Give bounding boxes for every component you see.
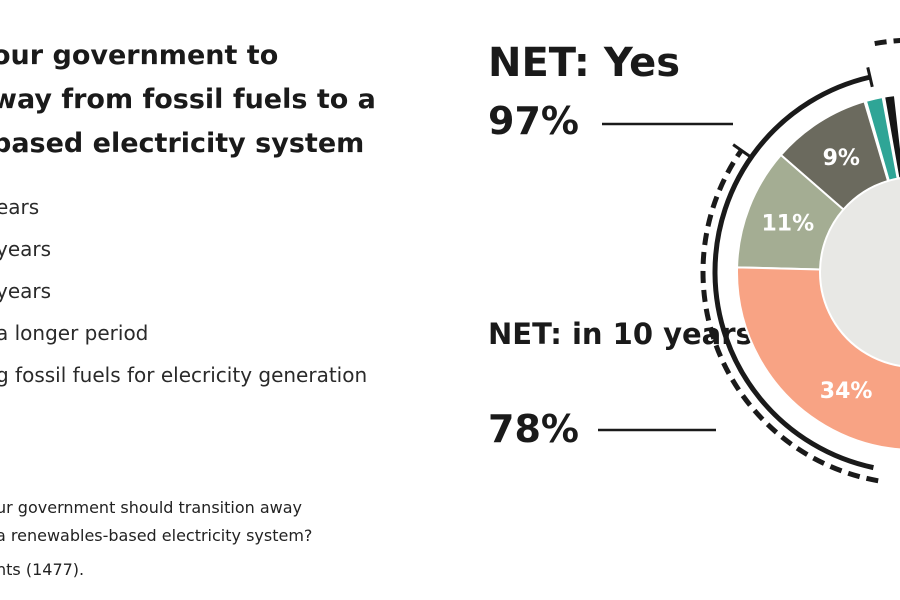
legend: ears years years a longer period g fossi… — [0, 190, 367, 400]
footnote-line: a renewables-based electricity system? — [0, 526, 313, 545]
title-line-1: our government to — [0, 40, 279, 71]
question-footnote: ur government should transition away a r… — [0, 494, 312, 550]
donut-center — [821, 179, 900, 365]
title-line-3: based electricity system — [0, 128, 365, 159]
donut-slice — [736, 266, 900, 451]
slice-value-label: 34% — [820, 379, 873, 404]
base-note: nts (1477). — [0, 560, 85, 579]
legend-item: a longer period — [0, 321, 149, 345]
slice-value-label: 11% — [761, 211, 814, 236]
legend-item: years — [0, 279, 52, 303]
chart-title: our government to way from fossil fuels … — [0, 34, 452, 166]
title-line-2: way from fossil fuels to a — [0, 84, 376, 115]
net-10-years-bracket-tick — [732, 143, 751, 158]
donut-slices — [736, 94, 900, 451]
net-10-years-bracket-arc — [700, 148, 879, 484]
net-10-years-value: 78% — [488, 407, 579, 451]
slice-labels: 9% 11% 34% — [761, 146, 872, 404]
net-yes-bracket-arc — [712, 74, 874, 471]
legend-item: g fossil fuels for elecricity generation — [0, 363, 368, 387]
net-yes-value: 97% — [488, 99, 579, 143]
footnote-line: ur government should transition away — [0, 498, 302, 517]
slice-value-label: 9% — [823, 146, 860, 171]
net-yes-bracket-tick — [866, 67, 874, 88]
legend-item: ears — [0, 195, 40, 219]
legend-item: years — [0, 237, 52, 261]
donut-slice — [882, 94, 900, 180]
net-yes-label: NET: Yes — [488, 40, 681, 86]
small-dashed-bracket — [874, 38, 900, 46]
